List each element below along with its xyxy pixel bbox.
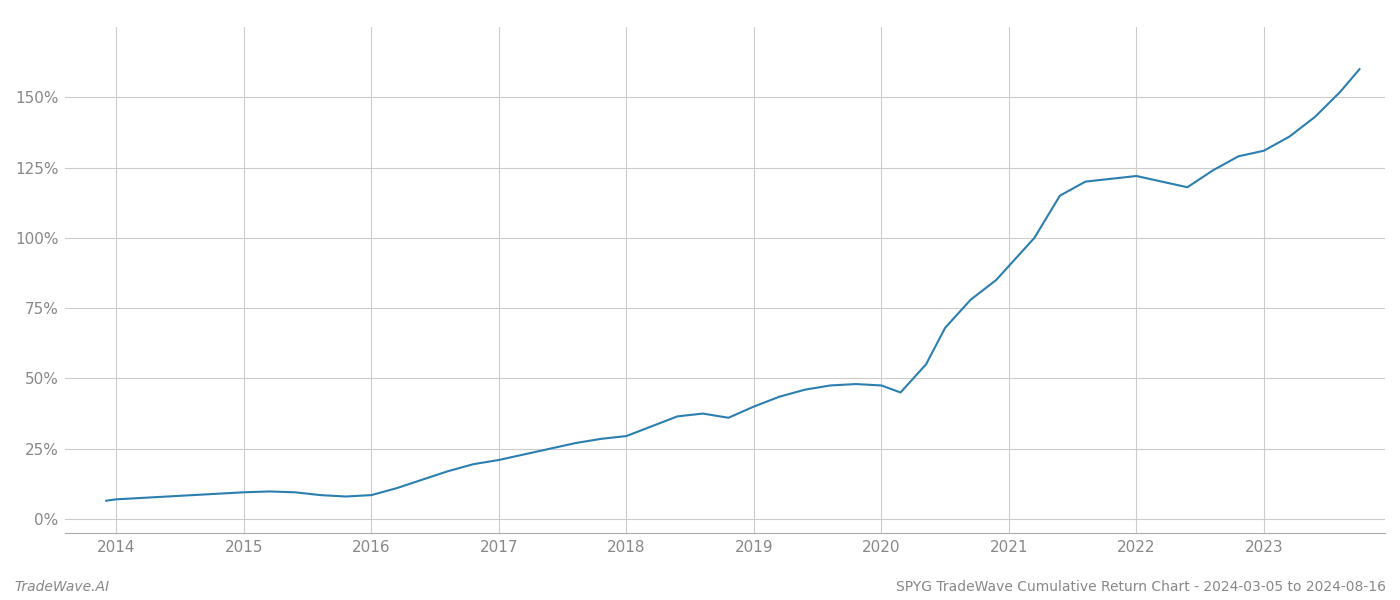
Text: TradeWave.AI: TradeWave.AI [14, 580, 109, 594]
Text: SPYG TradeWave Cumulative Return Chart - 2024-03-05 to 2024-08-16: SPYG TradeWave Cumulative Return Chart -… [896, 580, 1386, 594]
